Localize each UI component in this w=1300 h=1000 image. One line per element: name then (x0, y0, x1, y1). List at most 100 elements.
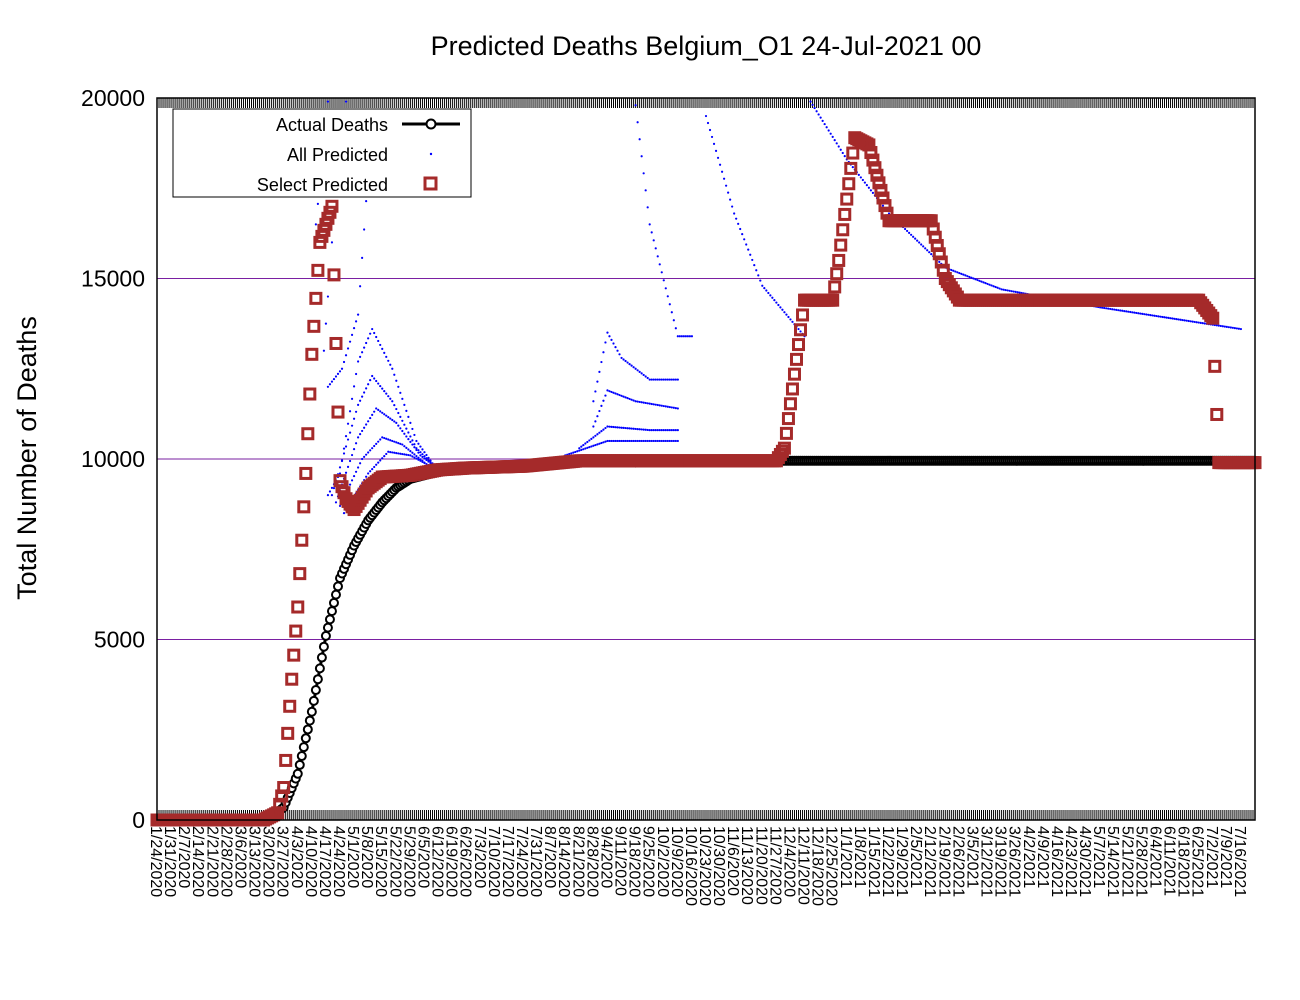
select-predicted-point (787, 367, 801, 381)
select-predicted-point (777, 441, 791, 455)
all-predicted-point (769, 294, 772, 297)
actual-deaths-point (308, 695, 319, 706)
all-predicted-point (718, 163, 722, 166)
all-predicted-point (626, 397, 629, 400)
all-predicted-point (755, 269, 758, 272)
all-predicted-point (342, 452, 346, 455)
select-predicted-point (311, 263, 325, 277)
all-predicted-point (646, 402, 649, 405)
all-predicted-point (582, 443, 585, 447)
all-predicted-point (604, 394, 607, 397)
all-predicted-point (626, 439, 629, 443)
all-predicted-point (379, 384, 382, 388)
all-predicted-point (602, 351, 605, 354)
all-predicted-point (857, 173, 860, 176)
all-predicted-point (618, 439, 621, 443)
all-predicted-point (588, 446, 591, 449)
all-predicted-point (674, 378, 677, 381)
all-predicted-point (348, 410, 352, 413)
select-predicted-point (303, 387, 317, 401)
all-predicted-point (684, 335, 687, 338)
all-predicted-point (1225, 325, 1228, 328)
x-tick-label: 6/4/2021 (1146, 826, 1163, 888)
all-predicted-point (413, 453, 416, 456)
all-predicted-point (411, 455, 414, 458)
all-predicted-point (576, 450, 579, 453)
all-predicted-point (1219, 324, 1222, 328)
all-predicted-point (628, 439, 631, 443)
all-predicted-point (369, 378, 372, 382)
all-predicted-point (797, 327, 800, 331)
all-predicted-point (743, 238, 746, 241)
x-tick-label: 3/27/2020 (274, 826, 291, 897)
all-predicted-point (1239, 327, 1243, 331)
all-predicted-point (377, 408, 380, 412)
all-predicted-point (1016, 291, 1019, 294)
all-predicted-point (670, 406, 673, 409)
all-predicted-point (612, 425, 615, 429)
all-predicted-point (920, 243, 923, 246)
all-predicted-point (725, 184, 728, 187)
all-predicted-point (1233, 327, 1236, 330)
all-predicted-point (960, 272, 963, 275)
all-predicted-point (821, 119, 824, 122)
all-predicted-point (1127, 310, 1130, 313)
all-predicted-point (389, 451, 392, 454)
all-predicted-point (616, 349, 619, 352)
all-predicted-point (1159, 315, 1162, 318)
select-predicted-point (289, 624, 303, 638)
x-tick-label: 3/12/2021 (978, 826, 995, 897)
all-predicted-point (379, 410, 382, 413)
all-predicted-point (1006, 289, 1009, 292)
all-predicted-point (779, 306, 782, 309)
all-predicted-point (791, 320, 794, 323)
select-predicted-point (930, 238, 944, 252)
all-predicted-point (332, 487, 336, 490)
all-predicted-point (421, 455, 424, 459)
all-predicted-point (998, 287, 1001, 290)
all-predicted-point (1217, 324, 1220, 327)
all-predicted-point (984, 282, 987, 285)
all-predicted-point (429, 462, 432, 465)
all-predicted-point (634, 400, 637, 403)
all-predicted-point (354, 372, 358, 376)
all-predicted-point (1141, 312, 1144, 315)
all-predicted-point (608, 439, 611, 443)
all-predicted-point (381, 436, 384, 439)
all-predicted-point (1189, 320, 1192, 323)
all-predicted-point (413, 443, 416, 446)
all-predicted-point (1163, 316, 1166, 319)
actual-deaths-point (332, 581, 343, 592)
x-tick-label: 2/21/2020 (203, 826, 220, 897)
select-predicted-point (279, 753, 293, 767)
all-predicted-point (385, 452, 388, 456)
all-predicted-point (409, 440, 412, 443)
x-tick-label: 2/7/2020 (175, 826, 192, 888)
all-predicted-point (628, 397, 631, 401)
all-predicted-point (612, 439, 615, 443)
all-predicted-point (1107, 307, 1110, 310)
all-predicted-point (389, 397, 392, 400)
all-predicted-point (344, 471, 348, 474)
all-predicted-point (604, 426, 607, 430)
all-predicted-point (903, 227, 907, 231)
all-predicted-point (417, 442, 420, 445)
all-predicted-point (1010, 290, 1013, 293)
all-predicted-point (419, 451, 422, 454)
all-predicted-point (825, 126, 828, 129)
all-predicted-point (708, 128, 712, 132)
select-predicted-point (291, 600, 305, 614)
all-predicted-point (819, 116, 822, 119)
all-predicted-point (767, 291, 770, 295)
all-predicted-point (361, 429, 364, 433)
all-predicted-point (409, 421, 412, 424)
all-predicted-point (612, 342, 615, 345)
all-predicted-point (383, 390, 386, 393)
all-predicted-point (1195, 321, 1198, 324)
all-predicted-point (407, 415, 410, 418)
all-predicted-point (1199, 321, 1202, 324)
select-predicted-point (287, 648, 301, 662)
x-tick-label: 11/20/2020 (752, 826, 769, 905)
all-predicted-point (628, 363, 631, 366)
all-predicted-point (608, 335, 611, 338)
